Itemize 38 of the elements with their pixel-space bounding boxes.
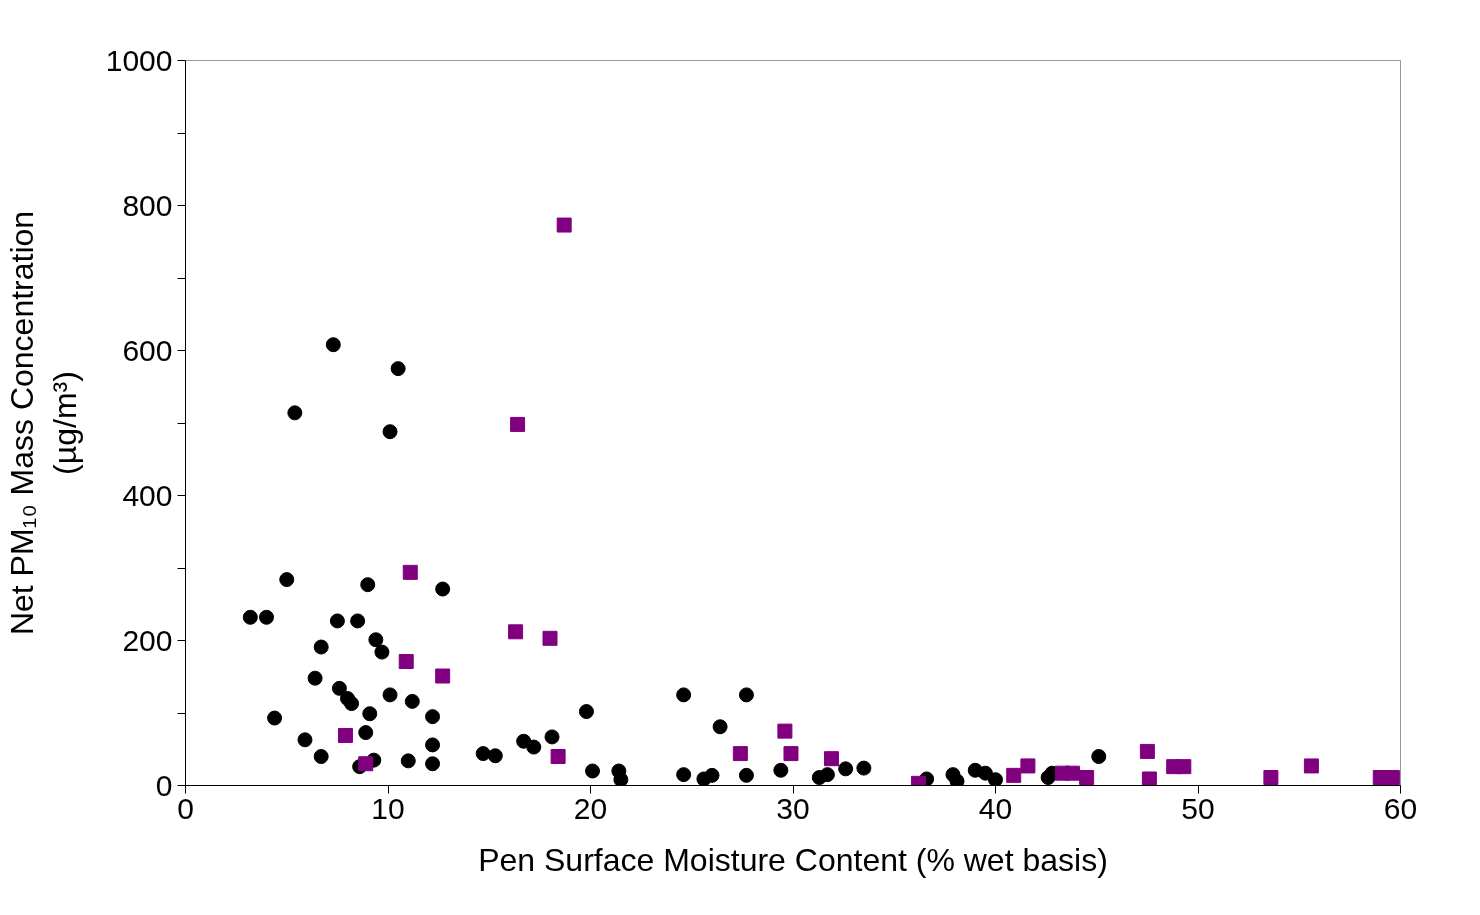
point bbox=[1079, 770, 1095, 786]
y-axis-title: Net PM₁₀ Mass Concentration (µg/m³) bbox=[3, 210, 83, 636]
y-tick-label: 0 bbox=[155, 768, 173, 802]
x-tick-label: 0 bbox=[177, 791, 194, 825]
point bbox=[358, 756, 374, 772]
point bbox=[1141, 771, 1157, 786]
point bbox=[556, 217, 572, 233]
point bbox=[1020, 758, 1036, 774]
x-tick-label: 50 bbox=[1181, 791, 1215, 825]
point bbox=[1006, 767, 1022, 783]
y-tick-label: 800 bbox=[122, 188, 173, 222]
x-tick-label: 40 bbox=[978, 791, 1013, 825]
point bbox=[783, 746, 799, 762]
y-tick-label: 600 bbox=[122, 333, 173, 367]
x-tick-label: 30 bbox=[776, 791, 810, 825]
x-tick-label: 60 bbox=[1383, 791, 1418, 825]
point bbox=[777, 723, 793, 739]
y-tick-label: 400 bbox=[122, 478, 173, 512]
point bbox=[1303, 758, 1319, 774]
point bbox=[1263, 770, 1279, 786]
point bbox=[1176, 759, 1192, 775]
y-tick-label: 1000 bbox=[105, 43, 173, 77]
point bbox=[508, 624, 524, 640]
point bbox=[510, 416, 526, 432]
y-tick-label: 200 bbox=[122, 623, 173, 657]
point bbox=[823, 751, 839, 767]
point bbox=[732, 746, 748, 762]
point bbox=[542, 630, 558, 646]
point bbox=[1064, 765, 1080, 781]
point bbox=[550, 749, 566, 764]
x-tick-label: 20 bbox=[573, 791, 608, 825]
point bbox=[402, 564, 418, 580]
x-axis-title: Pen Surface Moisture Content (% wet basis) bbox=[478, 841, 1108, 878]
point bbox=[398, 654, 414, 670]
point bbox=[337, 727, 353, 743]
point bbox=[1139, 743, 1155, 759]
point bbox=[435, 668, 451, 684]
x-tick-label: 10 bbox=[371, 791, 405, 825]
